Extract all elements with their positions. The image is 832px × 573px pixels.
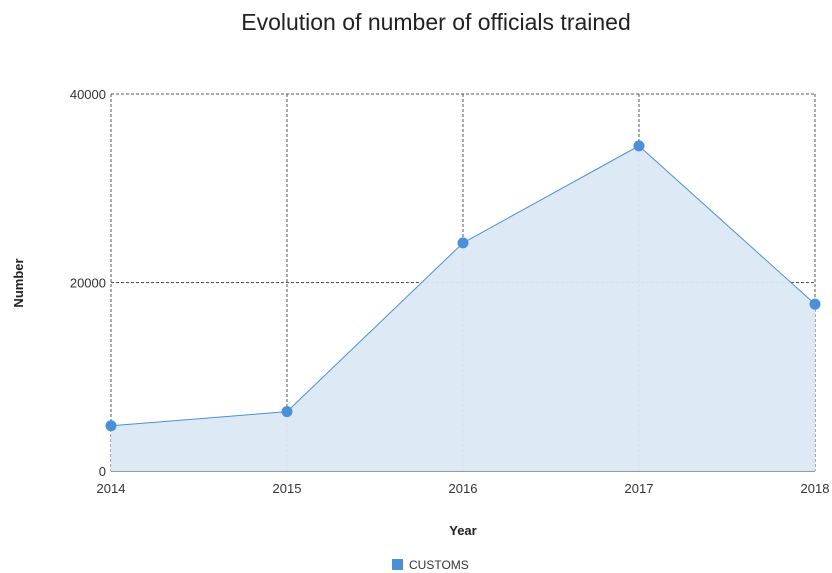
legend-swatch	[392, 559, 403, 570]
series-area-fill	[111, 145, 815, 471]
y-tick-labels: 0 20000 40000	[70, 87, 106, 479]
legend-label-customs: CUSTOMS	[409, 558, 469, 572]
y-tick-label: 20000	[70, 276, 106, 291]
data-point-2018[interactable]	[809, 298, 821, 310]
x-axis-title: Year	[449, 523, 476, 538]
data-point-2016[interactable]	[457, 237, 469, 249]
x-tick-label: 2016	[449, 481, 478, 496]
y-tick-label: 0	[99, 464, 106, 479]
x-tick-label: 2017	[625, 481, 654, 496]
x-tick-label: 2014	[97, 481, 126, 496]
x-tick-label: 2015	[273, 481, 302, 496]
data-point-2015[interactable]	[281, 406, 293, 418]
data-point-2017[interactable]	[633, 140, 645, 152]
data-point-2014[interactable]	[105, 420, 117, 432]
y-axis-title: Number	[11, 258, 26, 307]
chart-title: Evolution of number of officials trained	[241, 9, 631, 35]
y-tick-label: 40000	[70, 87, 106, 102]
x-tick-labels: 2014 2015 2016 2017 2018	[97, 481, 830, 496]
series-points	[105, 140, 821, 432]
legend[interactable]: CUSTOMS	[392, 558, 469, 572]
x-tick-label: 2018	[801, 481, 830, 496]
